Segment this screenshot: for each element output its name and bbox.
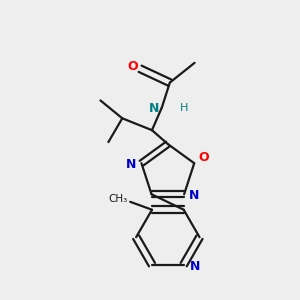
Text: O: O <box>199 151 209 164</box>
Text: CH₃: CH₃ <box>109 194 128 204</box>
Text: N: N <box>189 260 200 273</box>
Text: N: N <box>189 189 199 202</box>
Text: N: N <box>149 102 159 115</box>
Text: N: N <box>126 158 137 171</box>
Text: H: H <box>179 103 188 113</box>
Text: O: O <box>128 60 139 73</box>
